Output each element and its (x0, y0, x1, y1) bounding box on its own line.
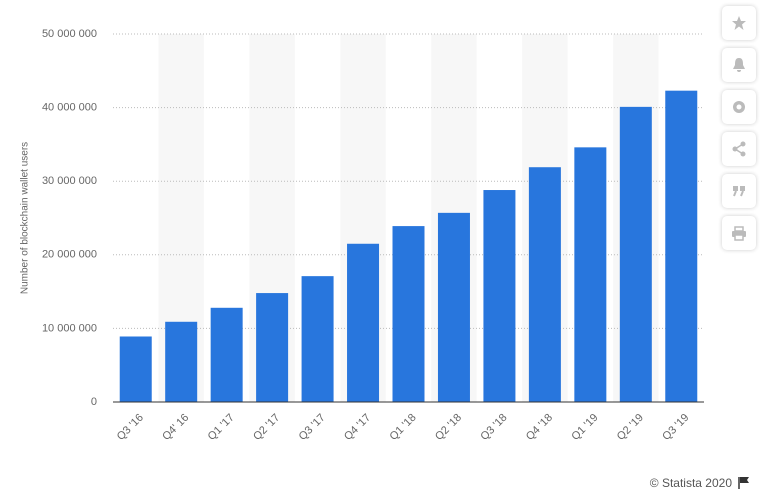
bar (483, 190, 516, 402)
bar (437, 212, 470, 402)
share-button[interactable] (722, 132, 756, 166)
y-axis-label: Number of blockchain wallet users (20, 142, 31, 294)
x-tick-label: Q1 '18 (388, 412, 419, 443)
x-tick-label: Q2 '18 (433, 412, 464, 443)
settings-button[interactable] (722, 90, 756, 124)
x-tick-label: Q3 '16 (115, 412, 146, 443)
x-tick-label: Q2 '19 (615, 412, 646, 443)
bar (301, 276, 334, 402)
y-tick-label: 50 000 000 (42, 28, 97, 40)
y-tick-label: 40 000 000 (42, 102, 97, 114)
notify-button[interactable] (722, 48, 756, 82)
y-tick-label: 10 000 000 (42, 322, 97, 334)
y-tick-label: 30 000 000 (42, 175, 97, 187)
x-tick-label: Q1 '19 (569, 412, 600, 443)
favorite-button[interactable] (722, 6, 756, 40)
bar (256, 293, 289, 402)
bar (210, 307, 243, 402)
bar (165, 321, 198, 402)
bar (528, 167, 561, 402)
bar (574, 147, 607, 402)
flag-icon (738, 477, 749, 489)
bar (119, 336, 152, 402)
x-tick-label: Q1 '17 (206, 412, 237, 443)
y-tick-label: 0 (91, 396, 97, 408)
print-button[interactable] (722, 216, 756, 250)
bar (392, 226, 425, 402)
x-tick-label: Q3 '17 (297, 412, 328, 443)
x-tick-label: Q4 '18 (524, 412, 555, 443)
x-tick-label: Q4 '17 (342, 412, 373, 443)
chart: Number of blockchain wallet users 0 10 00… (20, 28, 704, 443)
bar (665, 90, 698, 402)
source: © Statista 2020 (649, 476, 732, 490)
y-tick-label: 20 000 000 (42, 249, 97, 261)
x-tick-label: Q2 '17 (251, 412, 282, 443)
x-tick-label: Q3 '19 (660, 412, 691, 443)
cite-button[interactable] (722, 174, 756, 208)
bar (347, 243, 380, 402)
x-tick-label: Q3 '18 (478, 412, 509, 443)
x-tick-label: Q4' 16 (160, 412, 191, 443)
bar (619, 106, 652, 402)
